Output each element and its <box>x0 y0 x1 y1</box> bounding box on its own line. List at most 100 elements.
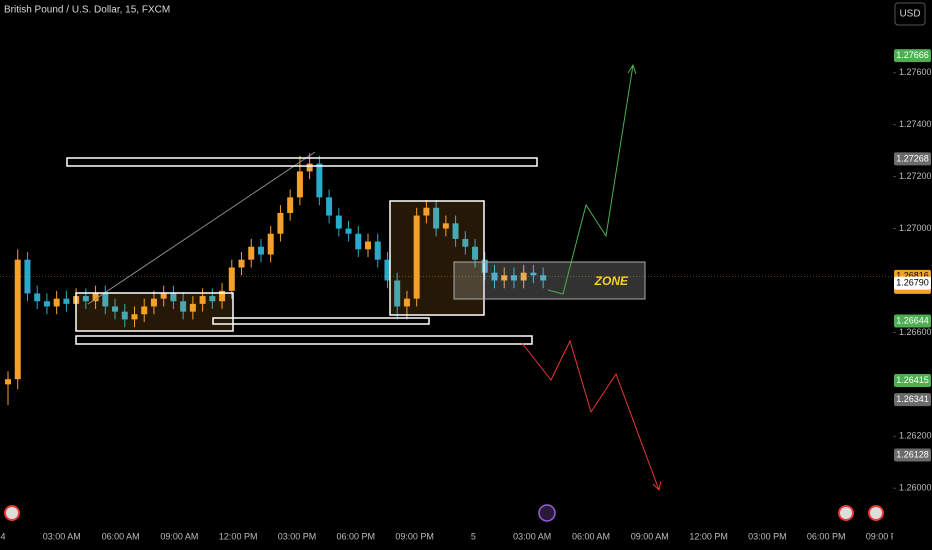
x-tick-label: 06:00 PM <box>807 531 846 541</box>
candle-body <box>53 298 60 307</box>
price-badge <box>894 49 931 63</box>
x-tick-label: 12:00 PM <box>219 531 258 541</box>
candle-body <box>257 246 264 255</box>
zone-label: ZONE <box>594 274 629 288</box>
bear-path <box>521 339 660 491</box>
candle-body <box>112 306 119 312</box>
event-icon[interactable] <box>538 504 556 522</box>
candle-body <box>131 314 138 320</box>
price-badge-label: 1.26341 <box>896 394 929 404</box>
candle-body <box>433 207 440 229</box>
price-badge-label: 1.26816 <box>896 271 929 281</box>
y-tick-label: 1.27400 <box>899 119 932 129</box>
candle-body <box>102 293 109 307</box>
candle-body <box>335 215 342 229</box>
price-badge-label: 1.27666 <box>896 50 929 60</box>
price-badge <box>894 314 931 328</box>
event-icon[interactable] <box>4 505 20 521</box>
zone-box <box>453 261 646 300</box>
range-box <box>389 200 485 316</box>
candle-body <box>160 293 167 299</box>
candle-body <box>472 246 479 260</box>
x-tick-label: 03:00 AM <box>513 531 551 541</box>
y-tick-label: 1.27000 <box>899 223 932 233</box>
y-tick-label: 1.26200 <box>899 431 932 441</box>
candle-body <box>413 215 420 299</box>
x-tick-label: 03:00 AM <box>43 531 81 541</box>
x-tick-label: 06:00 PM <box>337 531 376 541</box>
price-badge-label: 1.27268 <box>896 153 929 163</box>
candle-body <box>14 259 21 380</box>
x-tick-label: 06:00 AM <box>102 531 140 541</box>
x-tick-label: 09:00 PM <box>866 531 905 541</box>
candle-body <box>287 197 294 213</box>
candle-body <box>199 296 206 304</box>
candle-body <box>384 259 391 281</box>
candle-body <box>5 379 11 385</box>
candle-body <box>540 275 547 281</box>
drawings: ZONE <box>66 63 662 491</box>
price-badge-label: 1.26644 <box>896 315 929 325</box>
candle-body <box>510 275 517 281</box>
price-badge-label: 1.26128 <box>896 449 929 459</box>
candle-body <box>491 272 498 281</box>
price-badge <box>894 393 931 407</box>
currency-button[interactable] <box>894 2 926 26</box>
price-badge <box>894 276 931 290</box>
range-box <box>75 292 234 332</box>
price-badge <box>894 152 931 166</box>
level-box <box>66 157 538 167</box>
candle-body <box>326 197 333 216</box>
event-icon[interactable] <box>868 505 884 521</box>
candle-body <box>423 207 430 216</box>
candle-body <box>189 303 196 312</box>
candle-body <box>228 267 235 291</box>
candle-body <box>121 311 128 320</box>
level-box <box>212 317 430 325</box>
price-badge <box>894 373 931 387</box>
candle-body <box>501 275 508 281</box>
y-tick-label: 1.26600 <box>899 327 932 337</box>
y-tick-label: 1.27200 <box>899 171 932 181</box>
x-tick-label: 09:00 PM <box>395 531 434 541</box>
x-tick-label: 12:00 PM <box>689 531 728 541</box>
x-tick-label: 09:00 AM <box>160 531 198 541</box>
x-tick-label: 03:00 PM <box>748 531 787 541</box>
arrow-head <box>627 63 637 75</box>
candle-body <box>92 293 99 302</box>
candle-body <box>238 259 245 268</box>
candle-body <box>452 223 459 239</box>
price-badge <box>894 448 931 462</box>
candle-body <box>82 296 89 302</box>
candle-body <box>296 171 303 198</box>
candle-body <box>170 293 177 302</box>
candle-body <box>394 280 401 307</box>
candle-body <box>209 296 216 302</box>
x-tick-label: 09:00 AM <box>631 531 669 541</box>
level-box <box>75 335 533 345</box>
bull-path <box>547 64 634 295</box>
x-tick-label: 4 <box>0 531 5 541</box>
price-axis-labels: 1.26000 1.26200 1.26600 1.27000 1.27200 1.274… <box>893 49 932 493</box>
trend-line <box>87 151 316 305</box>
y-tick-label: 1.27600 <box>899 67 932 77</box>
candle-body <box>462 238 469 247</box>
plot-area <box>0 153 893 406</box>
candle-body <box>267 233 274 255</box>
candle-body <box>442 223 449 229</box>
candle-body <box>248 246 255 260</box>
candle-body <box>365 241 372 250</box>
candle-body <box>150 298 157 307</box>
time-axis-labels: 4 03:00 AM 06:00 AM 09:00 AM 12:00 PM 03:00 P… <box>0 531 904 541</box>
event-icons <box>4 504 884 522</box>
candle-body <box>277 212 284 234</box>
event-icon[interactable] <box>838 505 854 521</box>
currency-label: USD <box>899 9 920 20</box>
x-tick-label: 5 <box>471 531 476 541</box>
candle-body <box>374 241 381 260</box>
candle-body <box>141 306 148 315</box>
candle-body <box>403 298 410 307</box>
price-badge-label: 1.26415 <box>896 375 929 385</box>
candle-body <box>520 272 527 281</box>
